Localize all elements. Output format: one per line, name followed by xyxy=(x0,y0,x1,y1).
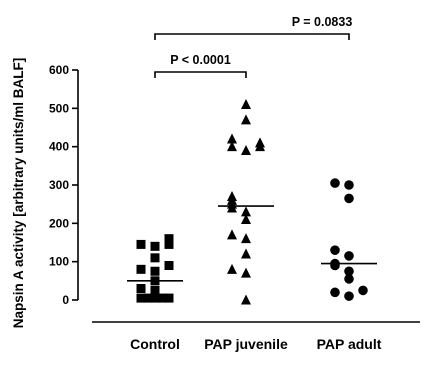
data-point-triangle xyxy=(227,263,237,274)
points-group xyxy=(127,99,377,305)
data-point-triangle xyxy=(241,294,251,305)
y-tick-label: 500 xyxy=(49,101,69,115)
category-label: PAP juvenile xyxy=(204,336,288,352)
data-point-triangle xyxy=(227,191,237,201)
data-point-circle xyxy=(344,193,354,204)
data-point-circle xyxy=(330,178,340,188)
axes-group: 0 100 200 300 400 500 600 Napsin A activity [ar… xyxy=(11,58,420,352)
data-point-circle xyxy=(330,245,340,255)
category-label: PAP adult xyxy=(317,336,382,352)
data-point-square xyxy=(164,234,174,244)
y-tick-label: 400 xyxy=(49,140,69,154)
data-point-circle xyxy=(344,180,354,190)
data-point-square xyxy=(150,293,160,303)
significance-label: P = 0.0833 xyxy=(292,15,353,29)
y-tick-label: 0 xyxy=(62,293,69,307)
data-point-square xyxy=(136,239,146,249)
data-point-square xyxy=(164,293,174,303)
y-tick-label: 600 xyxy=(49,63,69,77)
data-point-triangle xyxy=(255,137,265,148)
significance-label: P < 0.0001 xyxy=(170,53,231,67)
data-point-triangle xyxy=(241,233,251,244)
y-tick-label: 100 xyxy=(49,255,69,269)
data-point-square xyxy=(150,253,160,263)
y-axis-label: Napsin A activity [arbitrary units/ml BA… xyxy=(11,58,26,329)
data-point-circle xyxy=(330,287,340,298)
data-point-circle xyxy=(344,251,354,261)
significance-bracket xyxy=(154,71,247,78)
significance-bracket xyxy=(154,33,350,40)
data-point-circle xyxy=(344,274,354,284)
data-point-square xyxy=(150,241,160,251)
data-point-square xyxy=(157,293,167,303)
data-point-square xyxy=(143,293,153,303)
data-point-square xyxy=(136,284,146,293)
data-point-triangle xyxy=(241,114,251,125)
data-point-triangle xyxy=(241,248,251,259)
data-point-square xyxy=(150,266,160,276)
data-point-triangle xyxy=(227,141,237,152)
y-tick-label: 300 xyxy=(49,178,69,192)
data-point-triangle xyxy=(241,99,251,109)
data-point-triangle xyxy=(241,267,251,278)
data-point-triangle xyxy=(241,214,251,224)
data-point-square xyxy=(136,264,146,274)
category-label: Control xyxy=(130,336,180,352)
significance-group: P < 0.0001 P = 0.0833 xyxy=(154,15,353,78)
data-point-triangle xyxy=(241,206,251,217)
y-tick-label: 200 xyxy=(49,216,69,230)
data-point-triangle xyxy=(227,133,237,144)
data-point-square xyxy=(136,293,146,303)
data-point-triangle xyxy=(227,229,237,240)
data-point-circle xyxy=(344,291,354,301)
data-point-triangle xyxy=(241,145,251,155)
data-point-square xyxy=(150,285,160,295)
data-point-circle xyxy=(344,266,354,277)
data-point-square xyxy=(164,239,174,249)
data-point-circle xyxy=(358,285,368,296)
data-point-square xyxy=(164,261,174,270)
